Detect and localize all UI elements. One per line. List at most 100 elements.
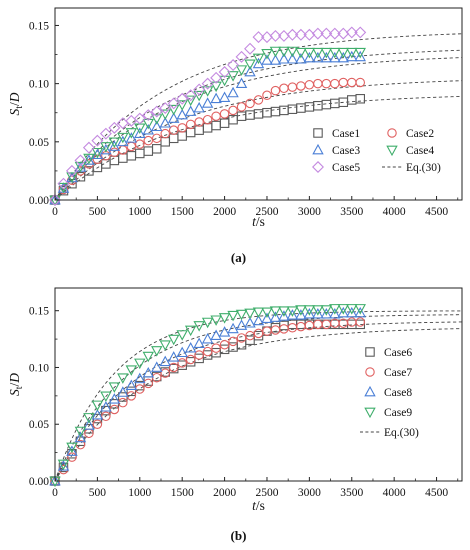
data-point — [227, 310, 239, 322]
data-point — [320, 307, 333, 319]
data-point — [346, 50, 358, 62]
data-point — [125, 132, 138, 143]
data-point — [176, 100, 188, 111]
data-point — [355, 319, 365, 330]
data-point — [278, 53, 290, 64]
data-point — [321, 78, 332, 89]
data-point — [201, 97, 214, 108]
data-point — [210, 81, 222, 93]
data-point — [262, 326, 272, 336]
x-axis-label: t/s — [252, 498, 265, 513]
data-point — [303, 51, 316, 63]
data-point — [253, 95, 264, 105]
data-point — [49, 194, 61, 206]
data-point — [125, 365, 138, 376]
data-point — [83, 413, 95, 424]
data-point — [279, 83, 289, 94]
x-tick-label: 2000 — [213, 487, 236, 499]
data-point — [184, 342, 197, 353]
data-point — [252, 31, 265, 44]
x-tick-label: 2500 — [255, 487, 278, 499]
data-point — [201, 332, 214, 344]
data-point — [152, 144, 162, 154]
data-point — [193, 321, 205, 332]
data-point — [303, 307, 316, 319]
data-point — [211, 111, 221, 121]
data-point — [270, 325, 281, 335]
legend-label: Case1 — [332, 128, 360, 140]
data-point — [135, 148, 145, 159]
data-point — [133, 112, 146, 125]
y-tick-label: 0.10 — [29, 79, 49, 91]
data-point — [329, 307, 341, 319]
data-point — [329, 304, 341, 315]
data-point — [329, 47, 341, 59]
data-point — [345, 26, 358, 39]
data-point — [295, 53, 307, 64]
data-point — [244, 317, 256, 328]
series-case3 — [49, 50, 366, 205]
data-point — [201, 86, 214, 97]
data-point — [176, 346, 188, 358]
data-point — [134, 127, 146, 139]
x-tick-label: 4000 — [383, 487, 406, 499]
data-point — [328, 27, 341, 40]
data-point — [57, 459, 70, 471]
data-point — [294, 28, 307, 41]
data-point — [143, 378, 154, 389]
legend-marker — [312, 161, 324, 173]
data-point — [194, 125, 204, 135]
data-point — [262, 107, 272, 118]
x-axis-label: t/s — [252, 214, 265, 229]
data-point — [337, 306, 350, 318]
data-point — [304, 80, 315, 90]
data-point — [244, 42, 256, 55]
data-point — [176, 92, 189, 105]
data-point — [201, 77, 214, 90]
data-point — [313, 78, 323, 89]
data-point — [202, 346, 213, 357]
x-tick-label: 3000 — [298, 487, 321, 499]
data-point — [253, 109, 264, 119]
data-point — [227, 322, 239, 334]
data-point — [151, 114, 163, 125]
data-point — [167, 351, 180, 362]
plot-frame — [54, 7, 463, 201]
data-point — [92, 154, 103, 165]
data-point — [236, 333, 247, 343]
data-point — [151, 120, 163, 132]
data-point — [92, 419, 103, 429]
data-point — [210, 315, 222, 326]
data-point — [118, 397, 128, 408]
data-point — [252, 53, 265, 65]
data-point — [286, 53, 299, 64]
data-point — [167, 97, 180, 110]
data-point — [269, 46, 282, 58]
x-tick-label: 4500 — [425, 206, 448, 218]
data-point — [320, 27, 333, 40]
data-point — [83, 153, 95, 165]
data-point — [74, 161, 87, 173]
data-point — [210, 329, 222, 341]
data-point — [270, 85, 281, 96]
fit-curve — [55, 57, 462, 200]
data-point — [269, 54, 282, 65]
data-point — [245, 330, 255, 341]
data-point — [218, 91, 231, 102]
data-point — [74, 154, 87, 167]
data-point — [354, 306, 366, 318]
data-point — [176, 330, 188, 341]
legend-item: Case3 — [312, 143, 360, 157]
y-tick-label: 0.15 — [29, 306, 49, 318]
data-point — [202, 114, 213, 125]
data-point — [286, 28, 299, 41]
data-point — [286, 46, 299, 58]
data-point — [108, 393, 121, 404]
data-point — [159, 102, 172, 115]
x-tick-label: 0 — [52, 206, 58, 218]
data-point — [66, 445, 78, 456]
data-point — [313, 100, 323, 111]
data-point — [160, 137, 170, 147]
data-point — [143, 146, 154, 156]
